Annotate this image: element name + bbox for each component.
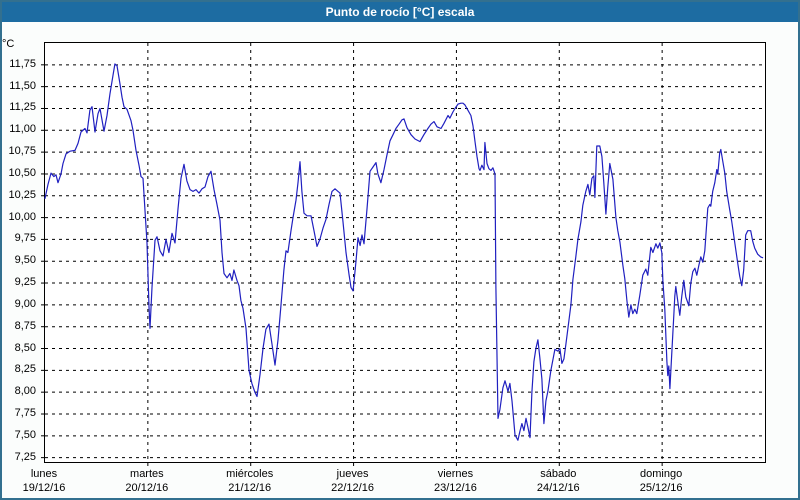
chart-title: Punto de rocío [°C] escala [325,5,475,19]
y-tick-label: 8,50 [14,341,36,354]
x-tick-day-label: lunes [30,468,58,480]
x-tick-day-label: jueves [336,468,369,480]
x-tick-day-label: sábado [540,468,577,480]
plot-area [41,42,766,466]
x-tick-day-label: domingo [640,468,683,480]
x-tick-date-label: 21/12/16 [228,482,272,494]
x-tick-day-label: viernes [437,468,474,480]
x-tick-date-label: 19/12/16 [22,482,66,494]
x-tick-day-label: miércoles [226,468,274,480]
y-tick-label: 9,00 [14,297,36,310]
y-tick-label: 11,25 [9,101,36,114]
chart-title-bar: Punto de rocío [°C] escala [2,2,798,22]
x-tick-date-label: 24/12/16 [536,482,580,494]
y-tick-label: 10,00 [8,210,36,223]
y-axis-tick-labels: 11,75 11,50 11,25 11,00 10,75 10,50 10,25 10,00… [2,2,40,498]
y-tick-label: 7,50 [14,428,36,441]
x-tick-date-label: 20/12/16 [125,482,169,494]
y-tick-label: 9,75 [14,232,36,245]
y-tick-label: 9,50 [14,254,36,267]
y-tick-label: 9,25 [14,276,36,289]
y-tick-label: 10,25 [8,188,36,201]
y-tick-label: 7,25 [14,450,36,463]
x-tick-date-label: 22/12/16 [331,482,374,494]
dewpoint-line-chart [41,43,765,466]
y-tick-label: 11,00 [9,123,36,136]
x-tick-date-label: 25/12/16 [639,482,683,494]
x-tick-date-label: 23/12/16 [434,482,477,494]
y-tick-label: 8,75 [14,319,36,332]
y-tick-label: 8,00 [14,385,36,398]
y-tick-label: 11,50 [9,79,36,92]
x-tick-day-label: martes [130,468,164,480]
y-tick-label: 10,75 [8,145,36,158]
y-tick-label: 10,50 [8,166,36,179]
y-tick-label: 8,25 [14,363,36,376]
y-axis-unit-label: °C [2,38,15,50]
dewpoint-series-line [44,63,764,441]
y-tick-label: 11,75 [9,57,36,70]
y-tick-label: 7,75 [14,406,36,419]
